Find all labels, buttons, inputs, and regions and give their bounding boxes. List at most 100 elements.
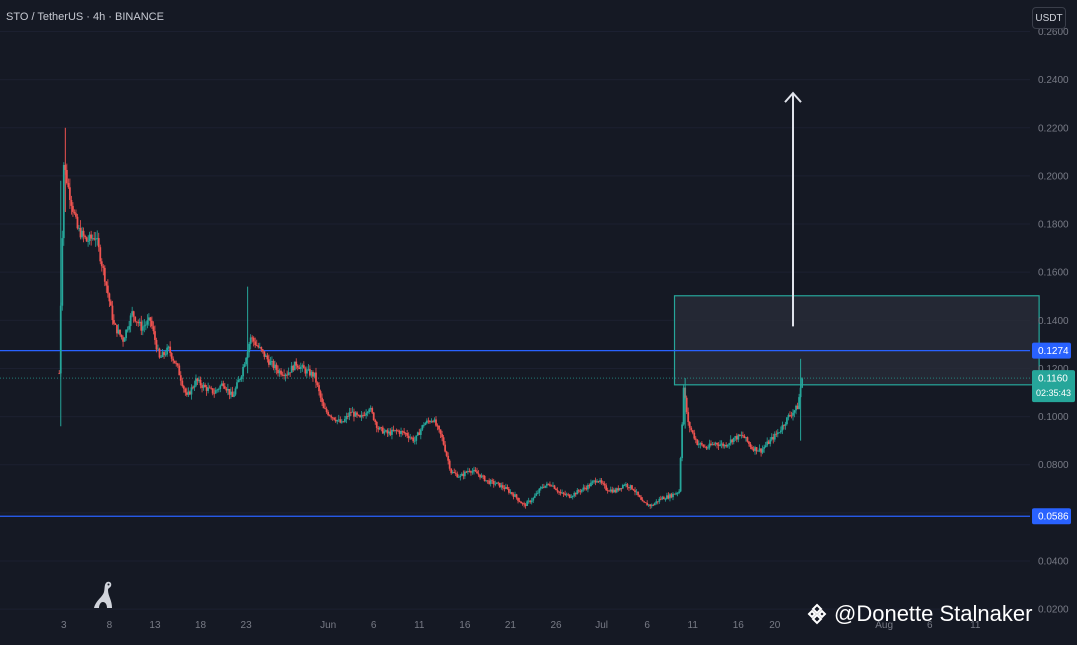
candle	[401, 430, 404, 436]
candle	[786, 417, 788, 426]
candle-body	[245, 357, 248, 365]
candle	[196, 377, 199, 386]
candle-body	[770, 437, 773, 440]
candle-body	[375, 421, 378, 428]
candle-body	[781, 425, 784, 431]
candle-body	[786, 417, 788, 425]
candle	[602, 481, 605, 486]
candle-body	[629, 485, 632, 489]
watermark: @Donette Stalnaker	[806, 598, 1032, 630]
candle-body	[602, 482, 605, 484]
candle	[76, 213, 79, 230]
candle	[740, 431, 743, 439]
candle	[801, 377, 804, 389]
candle	[749, 442, 752, 450]
candle	[532, 497, 535, 504]
candle	[281, 371, 284, 377]
candle	[166, 344, 169, 357]
candle	[538, 488, 541, 496]
candle	[529, 499, 532, 504]
candle	[546, 481, 548, 489]
candle	[236, 379, 238, 390]
candle	[427, 417, 430, 424]
candle	[322, 399, 325, 409]
dino-icon[interactable]	[90, 578, 116, 610]
arrow-layer	[784, 91, 802, 327]
candle	[508, 487, 510, 495]
candle-body	[135, 321, 138, 323]
candle-body	[418, 432, 421, 435]
candle	[360, 411, 363, 422]
candle-body	[529, 500, 532, 503]
candle-body	[465, 471, 468, 473]
candle	[299, 362, 302, 374]
candle-body	[526, 501, 529, 506]
candle	[231, 386, 234, 397]
candle-body	[670, 494, 673, 498]
candle	[225, 387, 228, 393]
candle-body	[457, 477, 460, 478]
candle-body	[497, 482, 500, 484]
candle	[789, 411, 791, 417]
candle	[726, 444, 729, 448]
candle-body	[407, 435, 410, 439]
candle	[702, 444, 705, 448]
x-tick-label: 6	[644, 620, 650, 631]
candle-body	[757, 450, 759, 452]
candle-body	[233, 394, 235, 397]
candle-body	[185, 392, 188, 395]
candle	[406, 429, 409, 439]
candle	[416, 431, 419, 437]
candle-body	[378, 427, 381, 430]
candle	[574, 492, 577, 497]
candle-body	[67, 183, 70, 188]
candle-body	[579, 491, 582, 493]
candle-body	[337, 419, 340, 421]
candle	[307, 364, 310, 372]
candle-body	[690, 427, 693, 431]
candle-body	[188, 391, 191, 395]
candle-body	[134, 316, 137, 322]
candle-body	[738, 434, 741, 436]
candle-body	[445, 451, 448, 456]
candle-body	[467, 471, 469, 473]
candle	[172, 356, 175, 364]
candle-body	[342, 421, 345, 423]
candle	[678, 489, 680, 495]
currency-button[interactable]: USDT	[1032, 7, 1066, 29]
candle	[438, 425, 440, 433]
candle-body	[76, 216, 79, 229]
candle-body	[125, 329, 127, 339]
grid	[0, 31, 1030, 610]
candle	[612, 487, 615, 493]
candle	[772, 433, 775, 444]
candle-body	[532, 497, 535, 501]
candle-body	[111, 305, 114, 321]
candle	[260, 346, 263, 353]
candle	[658, 496, 661, 504]
candle	[82, 227, 85, 243]
candle-body	[248, 343, 251, 353]
candle	[632, 488, 635, 491]
y-tick-label: 0.0400	[1038, 556, 1069, 567]
candle	[362, 412, 364, 419]
candle	[350, 407, 352, 416]
candle	[318, 382, 320, 396]
candle-body	[331, 417, 334, 419]
candle-body	[520, 501, 522, 504]
candle	[113, 314, 115, 326]
candle-body	[583, 487, 586, 489]
symbol-title: STO / TetherUS · 4h · BINANCE	[6, 11, 164, 23]
candle	[652, 503, 655, 507]
candle-body	[353, 411, 355, 417]
candle	[761, 445, 764, 455]
candle-body	[779, 430, 782, 433]
candle	[486, 480, 489, 484]
candle	[170, 352, 173, 362]
candle	[386, 428, 389, 437]
candle	[492, 478, 495, 488]
candle	[284, 373, 287, 382]
candle-body	[131, 311, 134, 316]
